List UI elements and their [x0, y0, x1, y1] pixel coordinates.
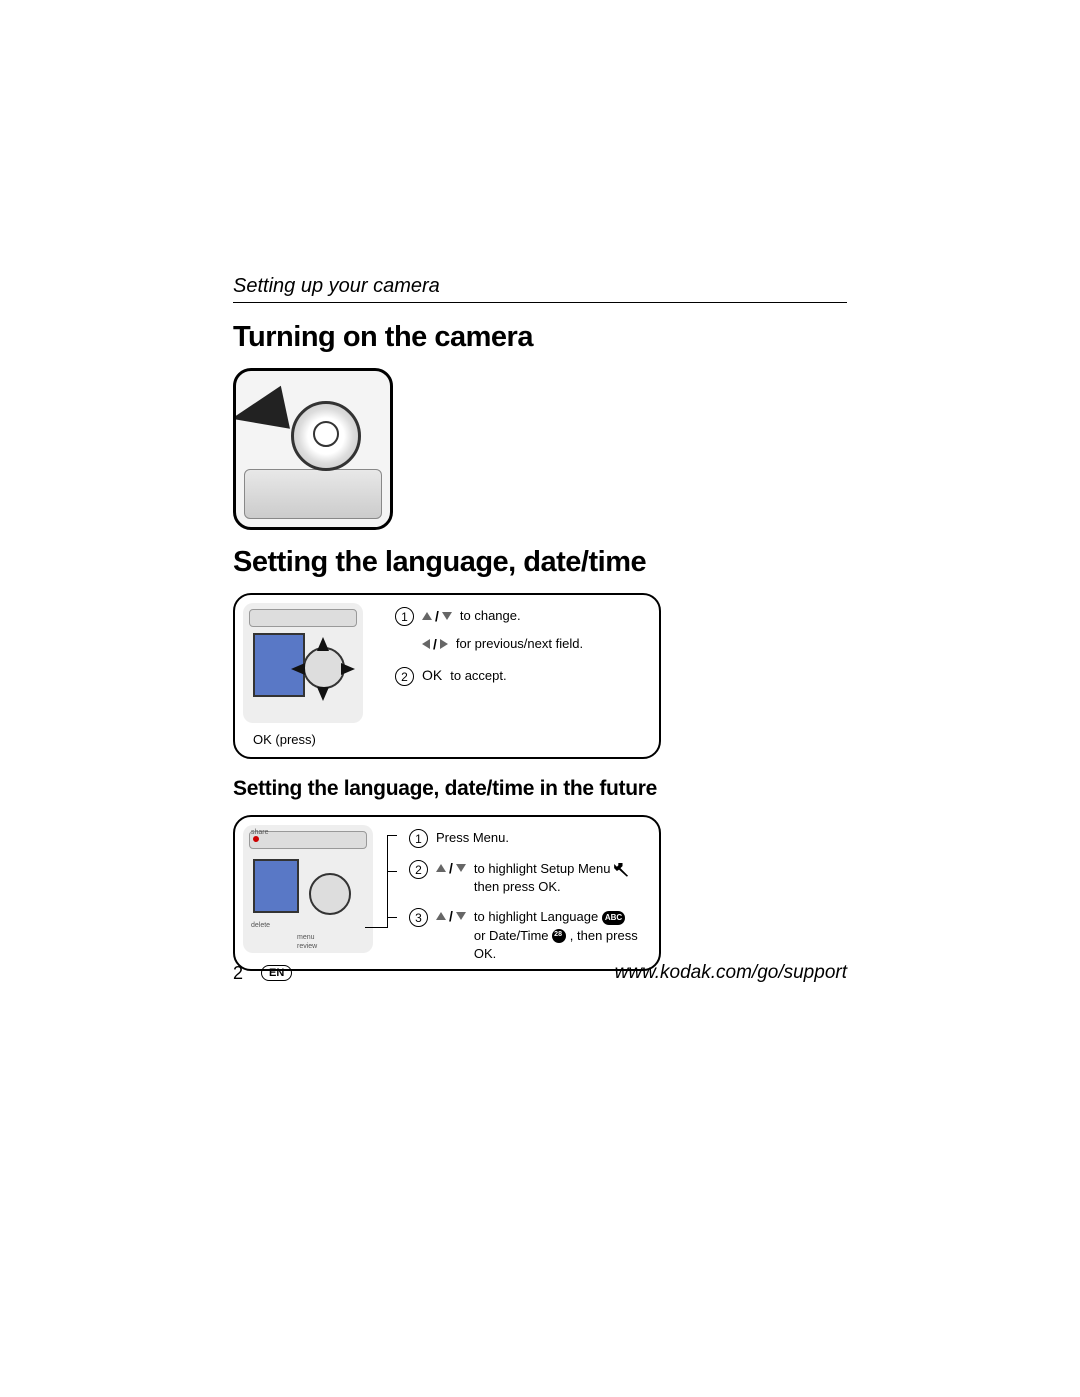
step-3-text-b: or Date/Time: [474, 928, 549, 943]
wrench-icon: [614, 863, 628, 877]
step-text: Press Menu.: [436, 829, 509, 847]
leader-line: [387, 917, 397, 918]
camera-body-shape: [244, 469, 382, 519]
step-number: 2: [395, 667, 414, 686]
heading-turning-on: Turning on the camera: [233, 321, 847, 354]
record-dot-icon: [253, 836, 259, 842]
up-down-arrows-icon: /: [436, 908, 466, 924]
heading-setting-language: Setting the language, date/time: [233, 546, 847, 579]
step-text: to highlight Language ABC or Date/Time ,…: [474, 908, 649, 963]
leader-line: [365, 927, 387, 928]
step-2-text-b: then press OK.: [474, 879, 561, 894]
leader-line: [387, 835, 388, 928]
step-number: 2: [409, 860, 428, 879]
left-right-arrows-icon: /: [422, 636, 448, 652]
up-down-arrows-icon: /: [422, 608, 452, 624]
leader-line: [387, 871, 397, 872]
step-1-prevnext: / for previous/next field.: [422, 635, 583, 653]
step-1: 1 Press Menu.: [409, 829, 649, 848]
steps-initial: 1 / to change. / for previous/next field…: [395, 607, 649, 686]
footer-url: www.kodak.com/go/support: [615, 962, 847, 984]
steps-future: 1 Press Menu. 2 / to highlight Setup Men…: [409, 829, 649, 963]
footer-left: 2 EN: [233, 963, 292, 984]
leader-line: [387, 835, 397, 836]
up-down-arrows-icon: /: [436, 860, 466, 876]
step-1-change: / to change.: [422, 607, 583, 625]
illustration-camera-back-menu: share delete menu review: [243, 825, 373, 953]
mode-dial-center: [313, 421, 339, 447]
camera-dpad: [303, 647, 345, 689]
page-footer: 2 EN www.kodak.com/go/support: [233, 962, 847, 984]
step-2-text-a: to highlight Setup Menu: [474, 861, 611, 876]
turn-arrow-icon: [233, 386, 290, 440]
abc-icon: ABC: [602, 911, 625, 924]
ok-label: OK: [422, 667, 442, 683]
share-label: share: [251, 829, 269, 836]
section-header: Setting up your camera: [233, 275, 847, 303]
page-content: Setting up your camera Turning on the ca…: [233, 275, 847, 975]
instruction-box-initial: OK (press) 1 / to change. / for p: [233, 593, 661, 759]
step-text: to highlight Setup Menu then press OK.: [474, 860, 628, 896]
instruction-box-future: share delete menu review 1 Press Menu. 2…: [233, 815, 661, 971]
language-badge: EN: [261, 965, 292, 981]
step-3-text-a: to highlight Language: [474, 909, 598, 924]
camera-lcd: [253, 633, 305, 697]
camera-top-strip: [249, 609, 357, 627]
ok-press-caption: OK (press): [253, 732, 316, 747]
step-number: 3: [409, 908, 428, 927]
illustration-camera-back-dpad: [243, 603, 363, 723]
step-number: 1: [409, 829, 428, 848]
review-label: review: [297, 943, 317, 950]
step-2: 2 / to highlight Setup Menu then press O…: [409, 860, 649, 896]
camera-dpad: [309, 873, 351, 915]
date-time-icon: [552, 929, 566, 943]
step-3: 3 / to highlight Language ABC or Date/Ti…: [409, 908, 649, 963]
camera-lcd: [253, 859, 299, 913]
delete-label: delete: [251, 922, 270, 929]
page-number: 2: [233, 963, 243, 984]
step-number: 1: [395, 607, 414, 626]
step-1: 1 / to change. / for previous/next field…: [395, 607, 649, 653]
step-text: for previous/next field.: [456, 635, 583, 653]
step-2: 2 OK to accept.: [395, 667, 649, 686]
step-text: to change.: [460, 607, 521, 625]
step-text: to accept.: [450, 667, 506, 685]
menu-label: menu: [297, 934, 315, 941]
subheading-future: Setting the language, date/time in the f…: [233, 777, 847, 801]
illustration-camera-dial: [233, 368, 393, 530]
